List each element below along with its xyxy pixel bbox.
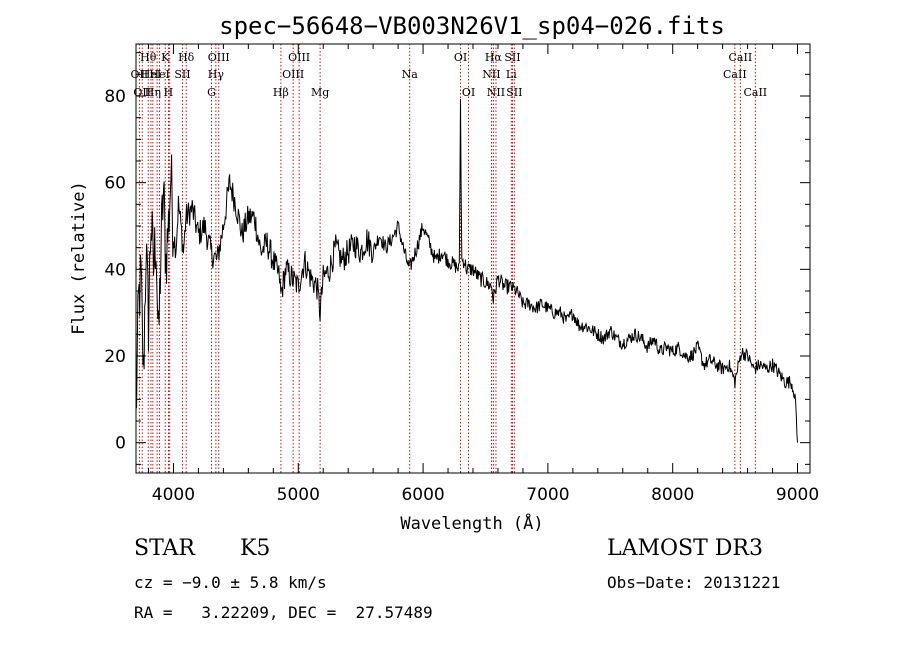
object-class: STAR — [134, 536, 195, 561]
y-tick-label: 60 — [104, 174, 126, 194]
spectrum-line — [135, 98, 798, 443]
line-marker-label: CaII — [729, 51, 753, 64]
line-marker-label: Hη — [145, 86, 161, 99]
line-marker-label: SII — [174, 68, 190, 81]
line-marker-label: Hδ — [178, 51, 195, 64]
line-marker-label: CaII — [723, 68, 747, 81]
line-marker-label: CaII — [743, 86, 767, 99]
line-marker-label: Hβ — [273, 86, 289, 99]
line-marker-label: SII — [506, 86, 522, 99]
observation-date: Obs−Date: 20131221 — [607, 573, 781, 592]
line-marker-label: OIII — [288, 51, 310, 64]
y-axis-label: Flux (relative) — [69, 181, 89, 335]
line-marker-label: H — [164, 86, 174, 99]
y-tick-label: 20 — [104, 347, 126, 367]
redshift-velocity: cz = −9.0 ± 5.8 km/s — [134, 573, 327, 592]
line-marker-label: G — [207, 86, 216, 99]
y-tick-label: 0 — [115, 434, 126, 454]
line-marker-label: Mg — [311, 86, 329, 99]
line-marker-label: Li — [506, 68, 517, 81]
survey-name: LAMOST DR3 — [607, 536, 763, 561]
line-marker-label: NII — [482, 68, 500, 81]
ra-dec-coordinates: RA = 3.22209, DEC = 27.57489 — [134, 603, 433, 622]
line-marker-label: OI — [462, 86, 475, 99]
x-axis-label: Wavelength (Å) — [400, 512, 543, 534]
line-marker-label: SII — [504, 51, 520, 64]
line-marker-labels: OIIOIIHθHeIHηHeIKHSIIHδGHγOIIIHβOIIIOIII… — [131, 51, 768, 99]
line-marker-label: NII — [487, 86, 505, 99]
x-tick-label: 5000 — [277, 485, 320, 505]
plot-frame — [135, 43, 811, 474]
line-marker-label: Hθ — [140, 51, 157, 64]
line-marker-label: HeI — [141, 68, 161, 81]
line-marker-label: Na — [402, 68, 419, 81]
chart-title: spec−56648−VB003N26V1_sp04−026.fits — [219, 12, 725, 40]
x-tick-label: 8000 — [651, 485, 694, 505]
object-subclass: K5 — [240, 536, 271, 561]
line-marker-label: OIII — [208, 51, 230, 64]
line-marker-label: Hγ — [208, 68, 225, 81]
x-tick-label: 7000 — [526, 485, 569, 505]
x-axis-ticks: 4000 5000 6000 7000 8000 9000 — [147, 44, 819, 505]
line-marker-label: HeI — [149, 68, 169, 81]
x-tick-label: 4000 — [152, 485, 195, 505]
spectrum-series — [135, 98, 798, 443]
line-marker-label: K — [161, 51, 170, 64]
x-tick-label: 6000 — [401, 485, 444, 505]
x-tick-label: 9000 — [776, 485, 819, 505]
y-axis-ticks: 0 20 40 60 80 — [104, 52, 810, 465]
line-marker-label: OIII — [282, 68, 304, 81]
y-tick-label: 40 — [104, 260, 126, 280]
line-marker-label: OI — [454, 51, 467, 64]
y-tick-label: 80 — [104, 87, 126, 107]
line-marker-label: Hα — [485, 51, 503, 64]
